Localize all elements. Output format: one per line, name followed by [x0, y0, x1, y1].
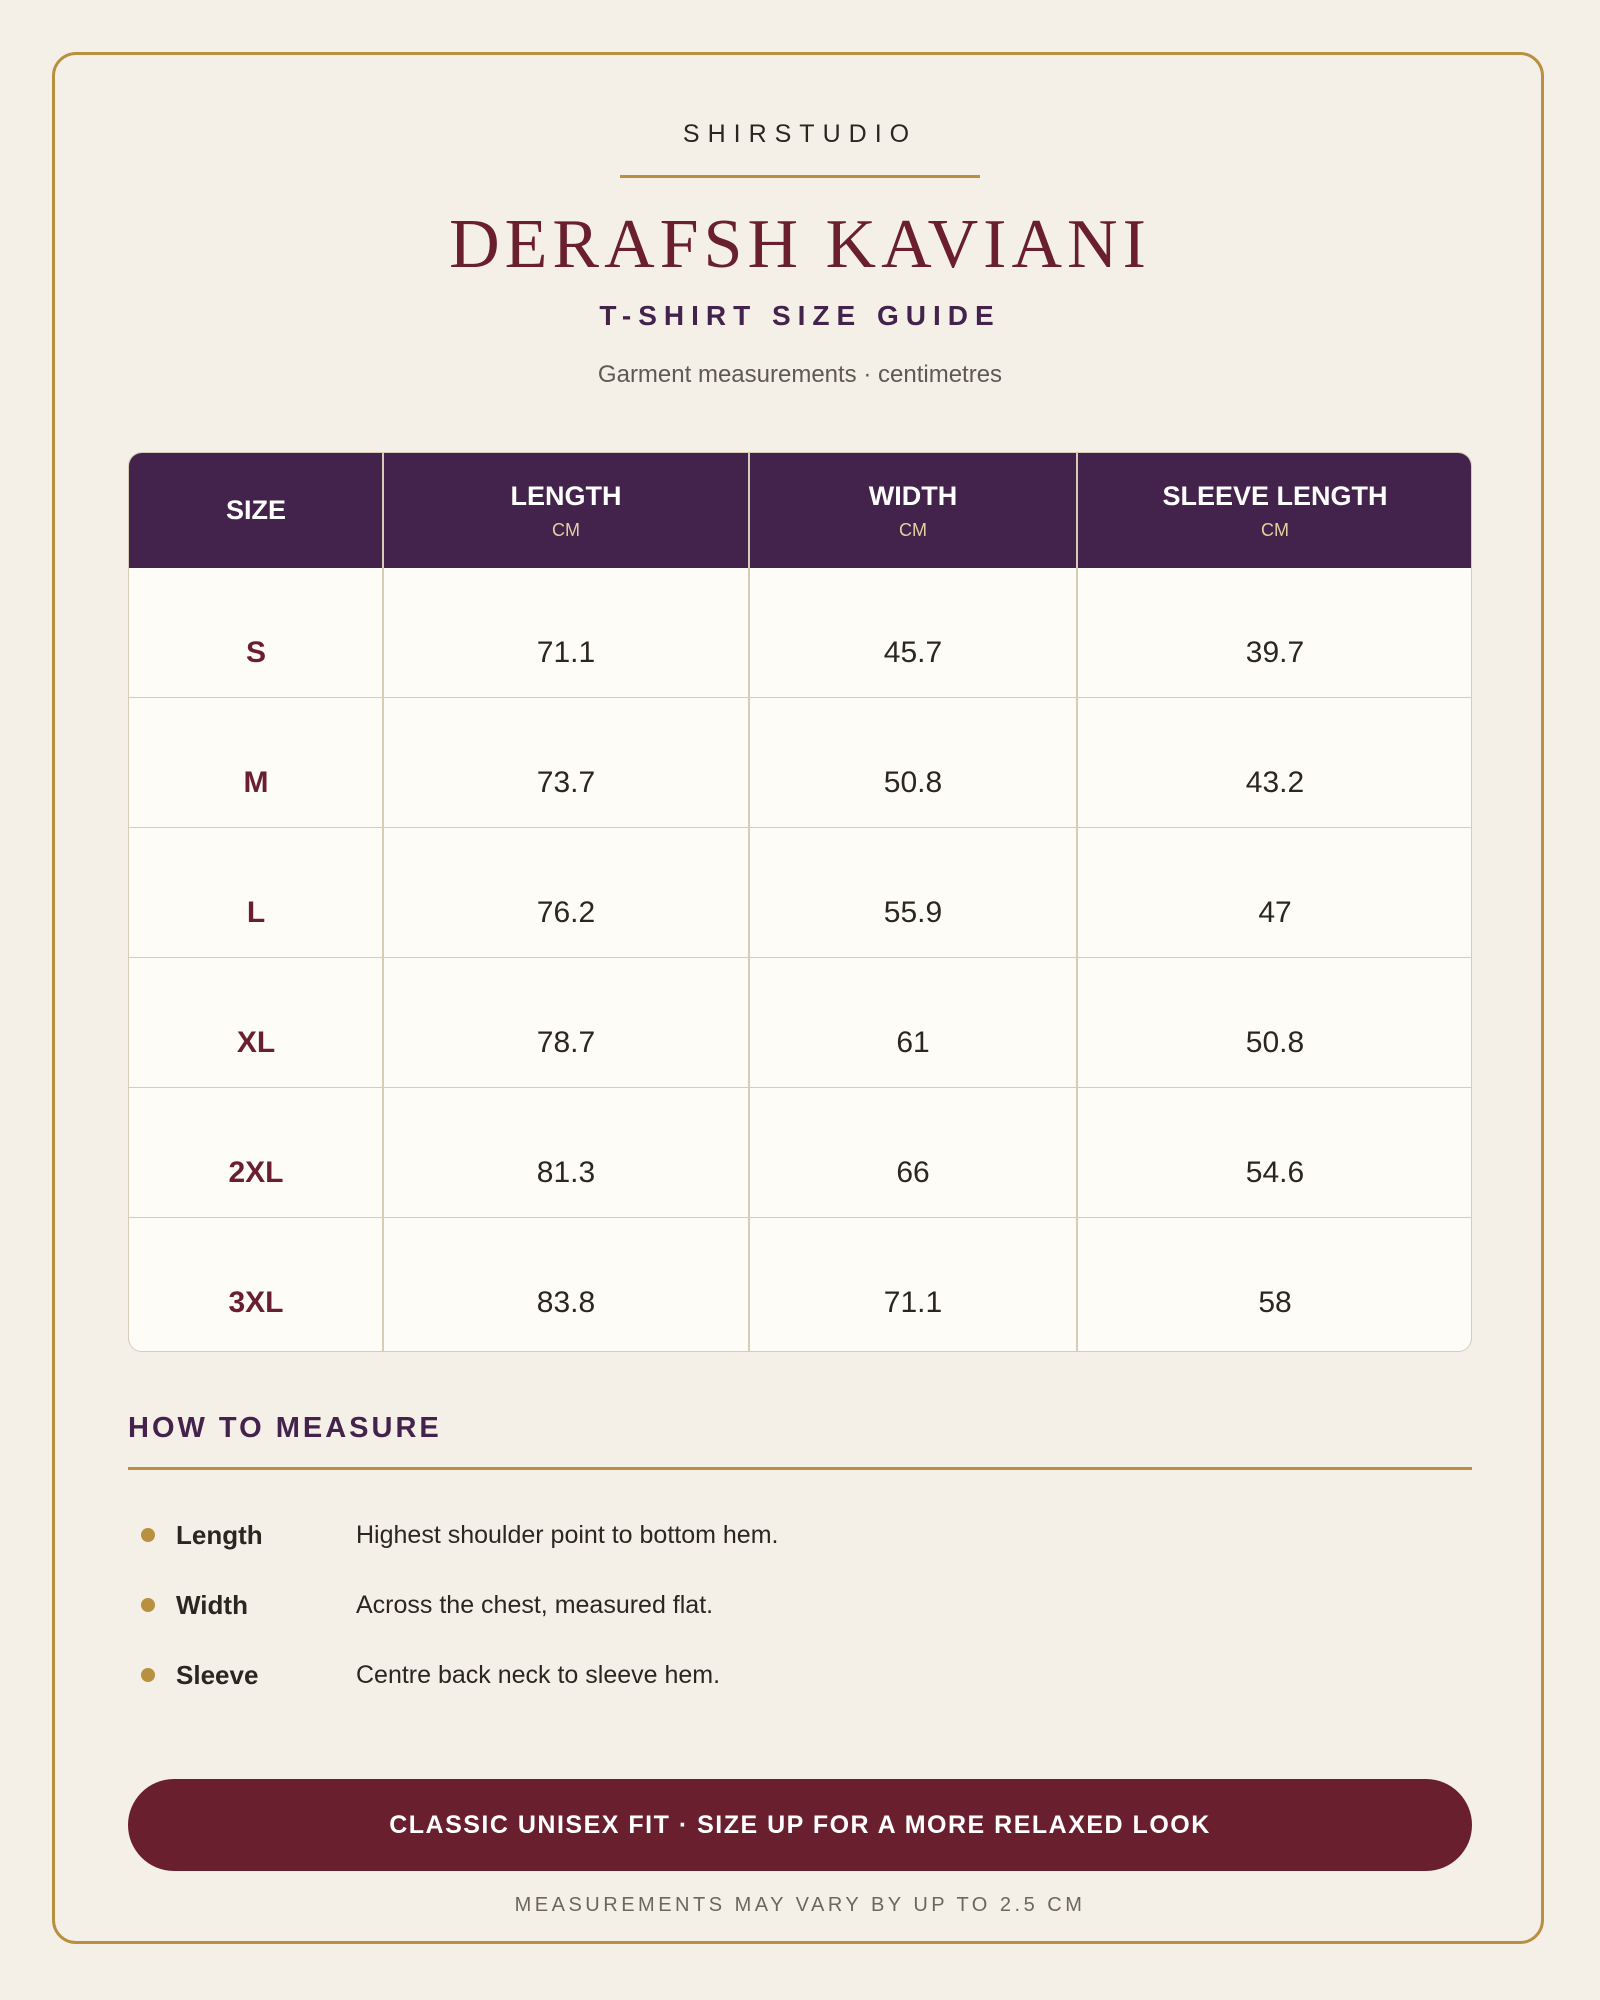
column-unit: CM — [899, 519, 927, 540]
fit-banner: CLASSIC UNISEX FIT · SIZE UP FOR A MORE … — [128, 1779, 1472, 1871]
measure-description: Across the chest, measured flat. — [356, 1591, 714, 1619]
measure-term: Length — [176, 1520, 263, 1550]
column-header: SLEEVE LENGTH CM — [1077, 453, 1471, 568]
brand: SHIRSTUDIO — [682, 120, 918, 148]
measurement: 71.1 — [883, 1286, 943, 1319]
measurement: 39.7 — [1077, 568, 1471, 698]
size-label: M — [129, 698, 383, 828]
measurement: 55.9 — [749, 828, 1077, 958]
size-label: L — [129, 828, 383, 958]
subtitle: T-SHIRT SIZE GUIDE — [599, 300, 1001, 331]
measurement: 50.8 — [1077, 958, 1471, 1088]
column-label: SLEEVE LENGTH — [1162, 480, 1388, 511]
measurement: 76.2 — [383, 828, 749, 958]
measurement: 83.8 — [536, 1286, 596, 1319]
column-header: LENGTH CM — [383, 453, 749, 568]
measure-description: Centre back neck to sleeve hem. — [356, 1661, 721, 1689]
measurement: 66 — [749, 1088, 1077, 1218]
measurement: 61 — [749, 958, 1077, 1088]
card-frame — [52, 52, 1544, 1944]
measurement: 81.3 — [383, 1088, 749, 1218]
column-label: SIZE — [225, 495, 286, 525]
bullet — [141, 1598, 155, 1612]
column-header: WIDTH CM — [749, 453, 1077, 568]
section-rule — [128, 1467, 1472, 1470]
measurement: 73.7 — [383, 698, 749, 828]
measure-term: Sleeve — [176, 1660, 259, 1690]
section-title: HOW TO MEASURE — [128, 1412, 442, 1444]
measurement: 45.7 — [749, 568, 1077, 698]
size-label: 3XL — [228, 1286, 284, 1319]
column-divider — [748, 453, 750, 1351]
size-table: SIZE LENGTH CM WIDTH CM SLEEVE LENGTH CM S 71.1 4… — [128, 452, 1472, 1352]
measurement: 47 — [1077, 828, 1471, 958]
column-divider — [382, 453, 384, 1351]
bullet — [141, 1668, 155, 1682]
column-header: SIZE — [129, 453, 383, 568]
size-label: 2XL — [129, 1088, 383, 1218]
measure-term: Width — [176, 1590, 248, 1620]
measurement: 78.7 — [383, 958, 749, 1088]
column-label: LENGTH — [510, 480, 622, 511]
column-divider — [1076, 453, 1078, 1351]
note: Garment measurements · centimetres — [597, 361, 1003, 388]
measurement: 71.1 — [383, 568, 749, 698]
measurement: 50.8 — [749, 698, 1077, 828]
size-label: S — [129, 568, 383, 698]
size-label: XL — [129, 958, 383, 1088]
measure-description: Highest shoulder point to bottom hem. — [356, 1521, 779, 1549]
measurement: 58 — [1258, 1286, 1292, 1319]
measurement: 43.2 — [1077, 698, 1471, 828]
column-unit: CM — [552, 519, 580, 540]
title: DERAFSH KAVIANI — [449, 206, 1151, 283]
divider — [620, 175, 980, 178]
bullet — [141, 1528, 155, 1542]
footnote: MEASUREMENTS MAY VARY BY UP TO 2.5 CM — [514, 1894, 1086, 1916]
measurement: 54.6 — [1077, 1088, 1471, 1218]
column-label: WIDTH — [868, 480, 958, 511]
column-unit: CM — [1261, 519, 1289, 540]
